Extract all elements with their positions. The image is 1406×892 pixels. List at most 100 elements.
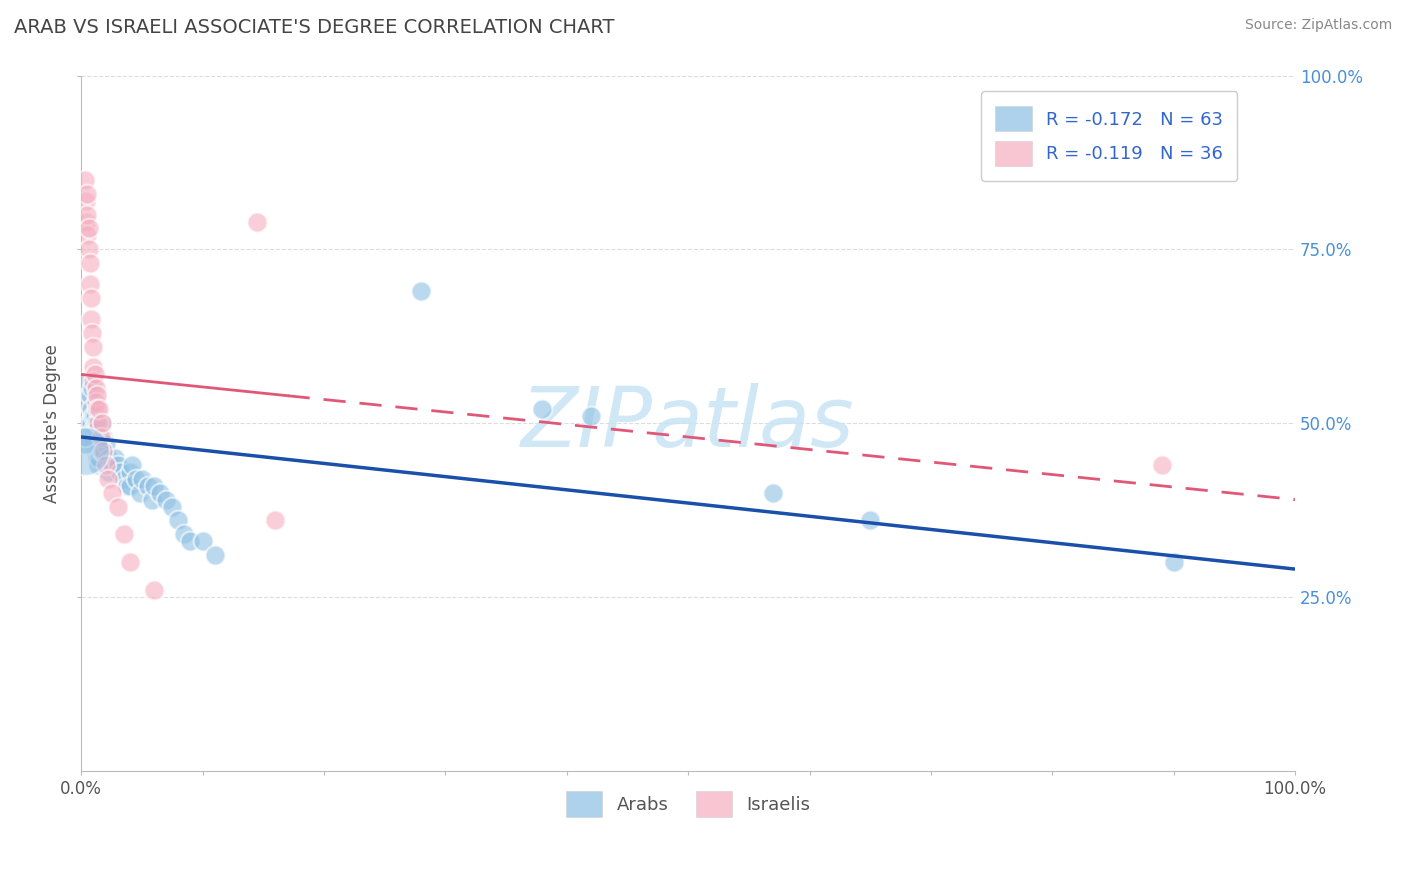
Point [97, 472, 120, 486]
Point [86, 402, 108, 417]
Point [82, 360, 104, 375]
Point [86, 437, 108, 451]
Point [76, 186, 98, 201]
Point [91, 444, 114, 458]
Point [89, 402, 111, 417]
Point [87, 430, 110, 444]
Point [97, 465, 120, 479]
Point [90, 444, 112, 458]
Point [82, 326, 104, 340]
Point [89, 450, 111, 465]
Point [87, 458, 110, 472]
Point [125, 472, 148, 486]
Point [91, 430, 114, 444]
Point [117, 478, 139, 492]
Point [75, 194, 97, 208]
Point [155, 492, 177, 507]
Point [121, 458, 143, 472]
Point [149, 485, 172, 500]
Point [108, 465, 131, 479]
Point [94, 458, 117, 472]
Point [80, 416, 103, 430]
Point [100, 458, 122, 472]
Point [179, 534, 201, 549]
Point [191, 534, 214, 549]
Point [762, 485, 785, 500]
Point [83, 409, 105, 424]
Text: ARAB VS ISRAELI ASSOCIATE'S DEGREE CORRELATION CHART: ARAB VS ISRAELI ASSOCIATE'S DEGREE CORRE… [14, 18, 614, 37]
Text: ZIPatlas: ZIPatlas [522, 383, 855, 464]
Point [579, 409, 602, 424]
Point [246, 214, 269, 228]
Point [77, 242, 100, 256]
Point [86, 450, 108, 465]
Point [84, 416, 107, 430]
Point [131, 472, 153, 486]
Point [107, 458, 129, 472]
Point [73, 173, 96, 187]
Point [87, 416, 110, 430]
Point [411, 284, 433, 298]
Point [83, 368, 105, 382]
Point [90, 416, 112, 430]
Point [118, 478, 141, 492]
Point [1163, 555, 1185, 569]
Text: Source: ZipAtlas.com: Source: ZipAtlas.com [1244, 18, 1392, 32]
Y-axis label: Associate's Degree: Associate's Degree [44, 343, 60, 502]
Point [84, 395, 107, 409]
Point [73, 437, 96, 451]
Point [143, 582, 166, 597]
Point [79, 388, 101, 402]
Point [77, 221, 100, 235]
Point [204, 548, 226, 562]
Point [97, 450, 120, 465]
Point [86, 388, 108, 402]
Point [83, 423, 105, 437]
Point [118, 465, 141, 479]
Point [173, 527, 195, 541]
Point [859, 513, 882, 527]
Point [531, 402, 554, 417]
Point [76, 228, 98, 243]
Point [82, 430, 104, 444]
Point [93, 444, 115, 458]
Point [73, 444, 96, 458]
Point [76, 375, 98, 389]
Point [87, 444, 110, 458]
Point [82, 409, 104, 424]
Point [94, 437, 117, 451]
Point [89, 437, 111, 451]
Point [90, 430, 112, 444]
Point [162, 500, 184, 514]
Point [104, 450, 127, 465]
Point [77, 416, 100, 430]
Point [80, 402, 103, 417]
Point [86, 423, 108, 437]
Point [118, 555, 141, 569]
Point [90, 444, 112, 458]
Point [76, 395, 98, 409]
Point [79, 256, 101, 270]
Point [84, 381, 107, 395]
Point [84, 444, 107, 458]
Point [76, 208, 98, 222]
Point [128, 485, 150, 500]
Point [167, 513, 190, 527]
Point [107, 500, 129, 514]
Point [82, 375, 104, 389]
Point [143, 478, 166, 492]
Point [141, 492, 163, 507]
Point [100, 485, 122, 500]
Point [79, 277, 101, 291]
Legend: Arabs, Israelis: Arabs, Israelis [558, 784, 817, 824]
Point [82, 381, 104, 395]
Point [112, 472, 135, 486]
Point [1150, 458, 1173, 472]
Point [80, 291, 103, 305]
Point [264, 513, 287, 527]
Point [80, 311, 103, 326]
Point [84, 430, 107, 444]
Point [90, 416, 112, 430]
Point [73, 430, 96, 444]
Point [82, 423, 104, 437]
